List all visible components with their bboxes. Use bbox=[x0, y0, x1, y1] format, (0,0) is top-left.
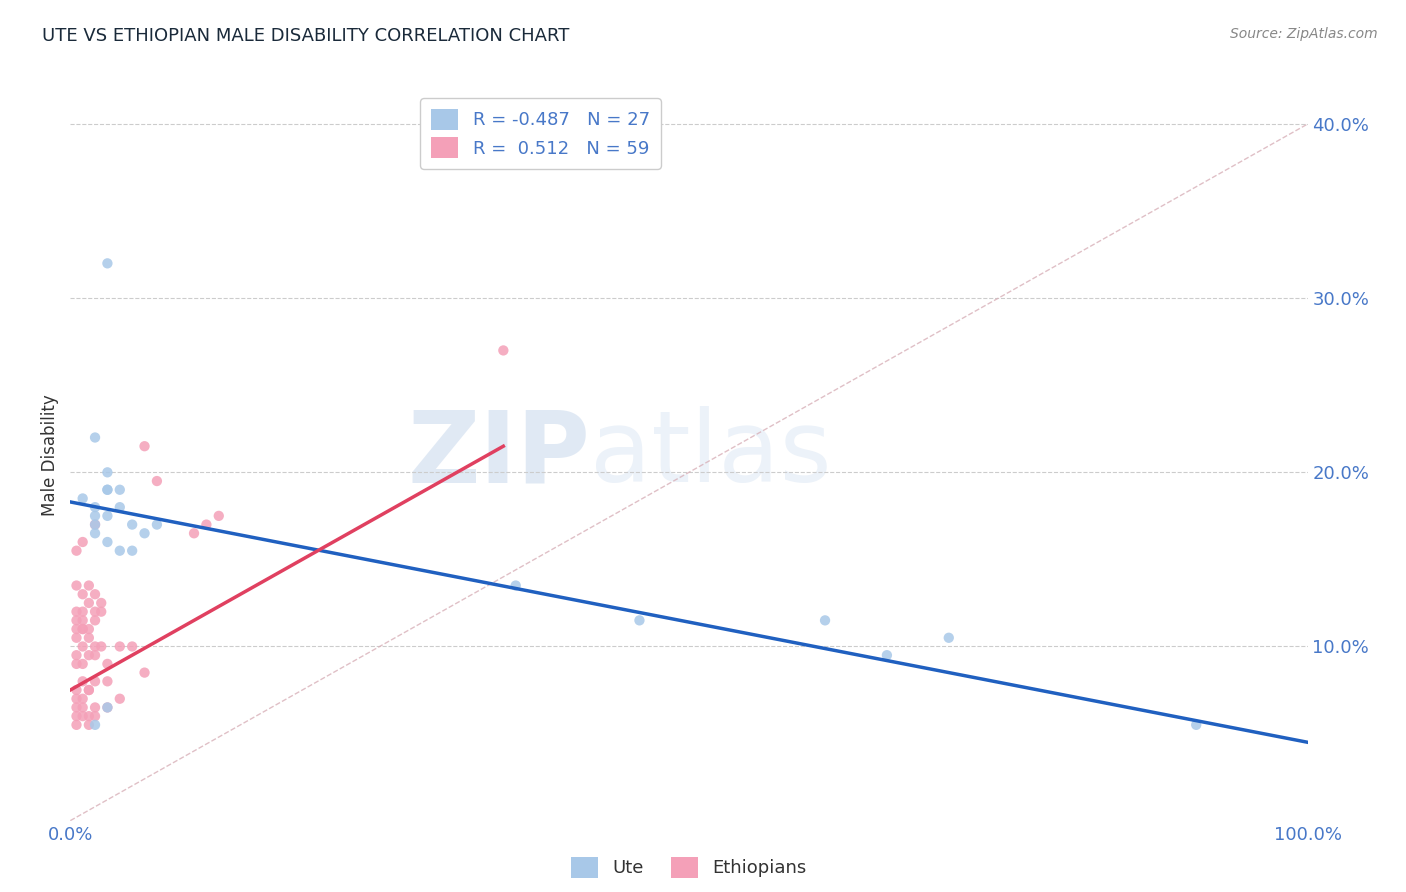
Point bbox=[65, 613, 87, 627]
Point bbox=[84, 526, 107, 541]
Point bbox=[77, 683, 100, 698]
Point bbox=[96, 700, 118, 714]
Point bbox=[90, 605, 112, 619]
Point bbox=[108, 500, 131, 515]
Point bbox=[65, 718, 87, 732]
Point bbox=[876, 648, 898, 663]
Point bbox=[65, 709, 87, 723]
Text: Source: ZipAtlas.com: Source: ZipAtlas.com bbox=[1230, 27, 1378, 41]
Point bbox=[65, 605, 87, 619]
Point bbox=[84, 517, 107, 532]
Point bbox=[72, 605, 94, 619]
Point bbox=[121, 640, 143, 654]
Point bbox=[77, 709, 100, 723]
Point bbox=[72, 674, 94, 689]
Point bbox=[65, 622, 87, 636]
Text: atlas: atlas bbox=[591, 407, 831, 503]
Point bbox=[72, 657, 94, 671]
Text: UTE VS ETHIOPIAN MALE DISABILITY CORRELATION CHART: UTE VS ETHIOPIAN MALE DISABILITY CORRELA… bbox=[42, 27, 569, 45]
Point bbox=[72, 613, 94, 627]
Point bbox=[84, 605, 107, 619]
Point bbox=[77, 648, 100, 663]
Point bbox=[72, 691, 94, 706]
Point bbox=[84, 500, 107, 515]
Point bbox=[77, 578, 100, 592]
Point bbox=[146, 474, 169, 488]
Point bbox=[96, 700, 118, 714]
Point bbox=[72, 640, 94, 654]
Point bbox=[96, 483, 118, 497]
Point bbox=[72, 622, 94, 636]
Point bbox=[65, 683, 87, 698]
Point bbox=[134, 526, 156, 541]
Point bbox=[84, 508, 107, 523]
Point bbox=[84, 640, 107, 654]
Point bbox=[72, 535, 94, 549]
Point bbox=[65, 657, 87, 671]
Point bbox=[96, 508, 118, 523]
Point bbox=[492, 343, 515, 358]
Point bbox=[96, 535, 118, 549]
Point bbox=[183, 526, 205, 541]
Point bbox=[108, 640, 131, 654]
Point bbox=[77, 596, 100, 610]
Point bbox=[108, 691, 131, 706]
Point bbox=[84, 718, 107, 732]
Point bbox=[108, 483, 131, 497]
Point bbox=[90, 640, 112, 654]
Point bbox=[84, 517, 107, 532]
Point bbox=[134, 665, 156, 680]
Legend: Ute, Ethiopians: Ute, Ethiopians bbox=[564, 849, 814, 885]
Point bbox=[77, 718, 100, 732]
Point bbox=[84, 613, 107, 627]
Point bbox=[1185, 718, 1208, 732]
Point bbox=[84, 587, 107, 601]
Point bbox=[814, 613, 837, 627]
Point bbox=[96, 466, 118, 480]
Point bbox=[195, 517, 218, 532]
Point bbox=[65, 578, 87, 592]
Point bbox=[65, 631, 87, 645]
Point bbox=[65, 691, 87, 706]
Point bbox=[84, 709, 107, 723]
Point bbox=[72, 491, 94, 506]
Point bbox=[72, 587, 94, 601]
Point bbox=[96, 483, 118, 497]
Point bbox=[121, 517, 143, 532]
Point bbox=[72, 709, 94, 723]
Point bbox=[65, 700, 87, 714]
Point bbox=[84, 648, 107, 663]
Point bbox=[208, 508, 231, 523]
Point bbox=[77, 631, 100, 645]
Point bbox=[84, 700, 107, 714]
Point bbox=[84, 430, 107, 444]
Y-axis label: Male Disability: Male Disability bbox=[41, 394, 59, 516]
Point bbox=[505, 578, 527, 592]
Point bbox=[90, 596, 112, 610]
Point bbox=[96, 674, 118, 689]
Point bbox=[77, 683, 100, 698]
Point bbox=[96, 256, 118, 270]
Point bbox=[146, 517, 169, 532]
Point bbox=[134, 439, 156, 453]
Point bbox=[108, 543, 131, 558]
Point bbox=[77, 622, 100, 636]
Point bbox=[96, 657, 118, 671]
Text: ZIP: ZIP bbox=[408, 407, 591, 503]
Point bbox=[65, 648, 87, 663]
Point bbox=[121, 543, 143, 558]
Point bbox=[72, 622, 94, 636]
Point bbox=[938, 631, 960, 645]
Point bbox=[628, 613, 651, 627]
Point bbox=[65, 543, 87, 558]
Point bbox=[72, 700, 94, 714]
Point bbox=[84, 674, 107, 689]
